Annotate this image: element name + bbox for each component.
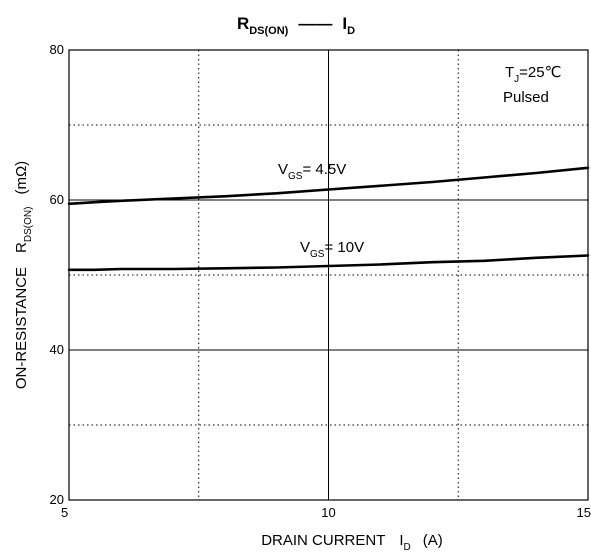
title-dash: —— (298, 14, 332, 33)
series-line-1 (67, 254, 590, 272)
annotation-pulsed: Pulsed (503, 89, 549, 106)
annotation-tj-var: T (505, 64, 514, 81)
x-axis-label-var: I (399, 532, 403, 549)
series-layer (67, 166, 590, 272)
title-right-var: I (342, 14, 347, 33)
y-tick-label: 40 (50, 342, 64, 357)
plot-frame (68, 49, 589, 501)
y-tick-label: 20 (50, 492, 64, 507)
annotation-vgs-10v-var: V (300, 239, 310, 256)
annotation-tj-sub: J (514, 74, 519, 85)
title-left-var: R (237, 14, 249, 33)
x-axis-label: DRAIN CURRENT ID (A) (261, 532, 443, 553)
y-axis-label-main: ON-RESISTANCE (13, 267, 30, 389)
annotation-vgs-4p5v-var: V (278, 161, 288, 178)
annotation-vgs-4p5v-text: = 4.5V (302, 161, 346, 178)
title-right-subscript: D (347, 25, 355, 37)
x-axis-label-unit: (A) (423, 532, 443, 549)
x-tick-label: 10 (321, 505, 335, 520)
y-axis-label-sub: DS(ON) (23, 207, 34, 243)
x-axis-label-main: DRAIN CURRENT (261, 532, 385, 549)
tick-labels: 5 10 15 20 40 60 80 (50, 42, 591, 520)
title-left-subscript: DS(ON) (249, 25, 288, 37)
y-axis-label-unit: (mΩ) (13, 161, 30, 195)
minor-gridlines (69, 50, 588, 500)
chart-title: RDS(ON) —— ID (237, 14, 355, 37)
annotation-vgs-10v-text: = 10V (324, 239, 364, 256)
annotation-tj: TJ=25℃ (505, 64, 561, 85)
y-axis-label-var: R (13, 242, 30, 253)
x-tick-label: 15 (577, 505, 591, 520)
y-axis-label: ON-RESISTANCE RDS(ON) (mΩ) (13, 161, 34, 389)
y-tick-label: 80 (50, 42, 64, 57)
annotation-vgs-4p5v-sub: GS (288, 171, 303, 182)
series-line-0 (67, 166, 590, 206)
annotation-vgs-10v: VGS= 10V (300, 239, 364, 260)
annotation-vgs-4p5v: VGS= 4.5V (278, 161, 346, 182)
x-tick-label: 5 (61, 505, 68, 520)
annotation-tj-text: =25℃ (519, 64, 561, 81)
x-axis-label-sub: D (404, 542, 411, 553)
annotation-vgs-10v-sub: GS (310, 249, 325, 260)
y-tick-label: 60 (50, 192, 64, 207)
